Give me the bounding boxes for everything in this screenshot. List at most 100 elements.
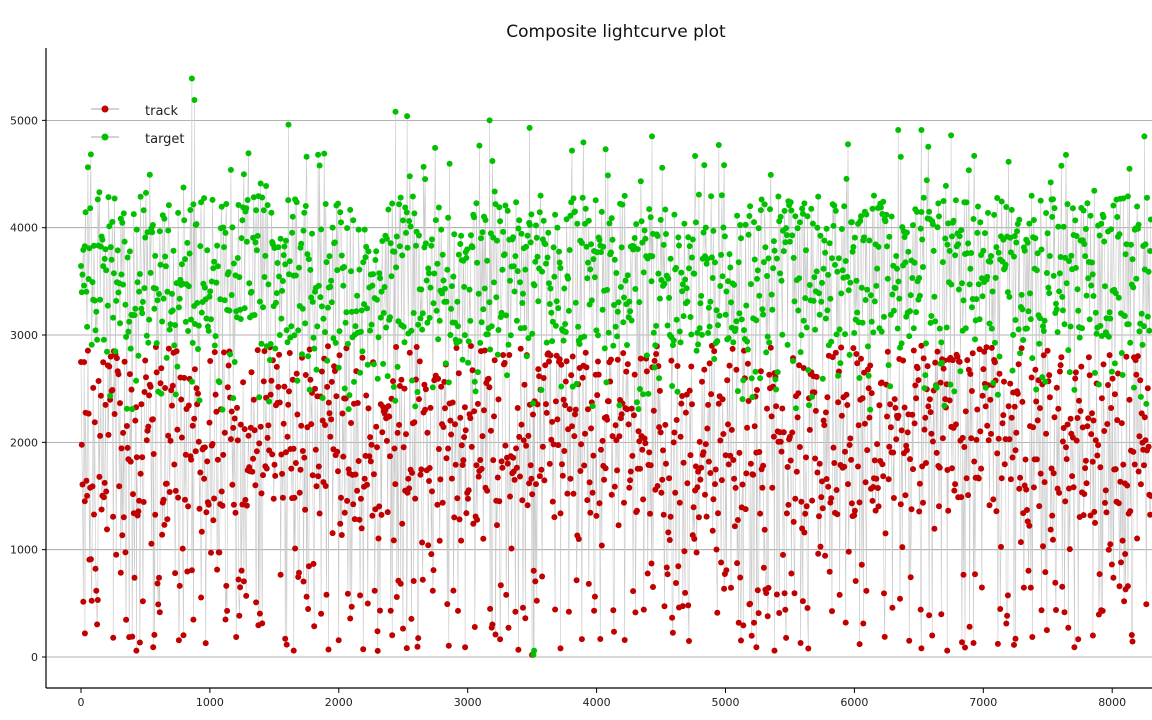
track-point [965,492,972,499]
track-point [93,587,100,594]
target-point [335,200,341,207]
track-point [673,580,679,586]
target-point [842,331,848,338]
target-point [415,321,422,328]
track-point [91,511,97,518]
target-point [1108,226,1115,233]
tick-label-y: 5000 [10,114,38,127]
track-point [832,349,839,356]
target-point [427,284,434,291]
target-point [578,240,585,246]
target-point [984,273,991,280]
track-point [340,453,347,460]
track-point [556,356,563,363]
track-point [887,401,894,408]
track-point [299,448,306,454]
track-point [588,425,595,432]
target-point [250,234,257,241]
target-point [84,164,91,171]
track-point [931,525,938,532]
target-point [856,375,863,381]
target-point [434,260,441,267]
target-point [588,241,595,248]
target-point [431,270,438,277]
track-point [458,442,465,449]
target-point [820,265,827,272]
target-point [595,332,601,339]
target-point [102,246,109,253]
track-point [225,362,232,369]
target-point [1071,386,1078,393]
target-point [1009,367,1016,374]
target-point [476,142,483,149]
track-point [570,490,577,497]
track-point [802,510,809,517]
target-point [660,241,667,248]
track-point [273,363,280,370]
track-point [751,619,757,626]
track-point [412,495,419,502]
target-point [643,352,650,359]
track-point [666,537,673,543]
track-point [325,399,332,406]
target-point [377,314,384,321]
track-point [780,551,786,558]
target-point [722,311,729,318]
track-point [296,569,302,576]
target-point [972,336,978,343]
target-point [553,298,560,305]
track-point [624,361,631,368]
track-point [520,604,526,611]
track-point [480,535,487,542]
target-point [895,278,902,285]
target-point [958,227,965,234]
track-point [706,360,713,367]
track-point [566,406,573,413]
target-point [475,290,482,297]
track-point [926,612,933,619]
track-point [767,344,774,351]
target-point [608,249,614,256]
track-point [718,559,725,566]
target-point [777,270,783,277]
track-point [942,396,949,403]
target-point [656,375,663,382]
target-point [156,291,162,297]
target-point [815,193,822,200]
target-point [705,304,712,311]
track-point [289,376,296,383]
track-point [490,457,497,464]
target-point [1127,339,1134,346]
target-point [482,217,489,223]
track-point [542,362,549,369]
track-point [352,471,359,478]
track-point [417,471,424,478]
track-point [517,473,523,480]
track-point [1041,479,1048,486]
target-point [328,299,335,306]
target-point [205,327,212,334]
track-point [357,592,364,599]
track-point [84,347,91,354]
track-point [204,458,211,465]
track-point [313,483,320,490]
track-point [240,578,247,585]
target-point [143,189,149,196]
track-point [211,349,218,356]
target-point [631,235,638,241]
track-point [292,460,299,466]
target-point [974,229,981,236]
track-point [116,483,123,490]
target-point [786,238,793,245]
track-point [969,350,976,357]
track-point [245,432,252,439]
target-point [424,319,431,326]
target-point [1042,378,1049,385]
target-point [79,271,86,278]
track-point [1047,526,1054,533]
track-point [452,421,458,428]
track-point [389,632,396,639]
track-point [546,358,552,365]
target-point [260,304,266,311]
target-point [261,274,268,280]
